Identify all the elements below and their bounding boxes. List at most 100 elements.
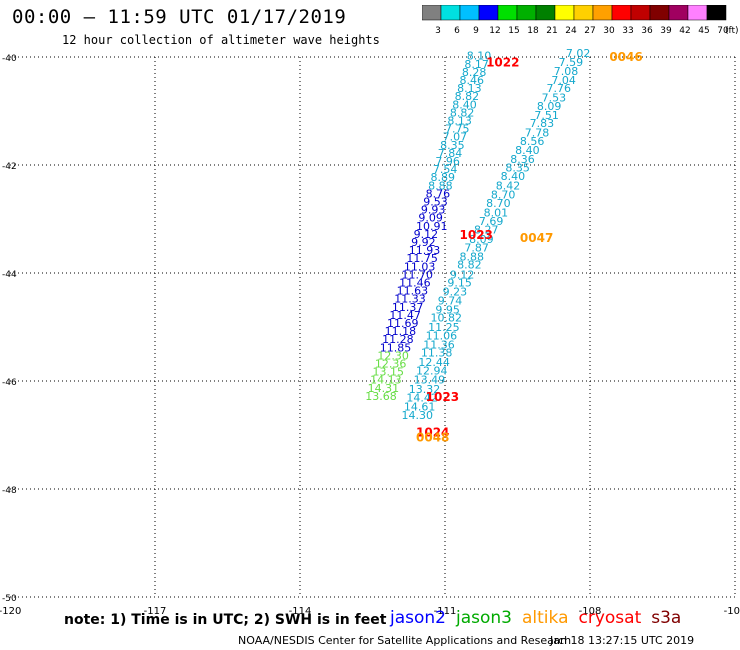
altika-wave-height: 14.61 [404, 401, 436, 414]
altika-wave-height: 7.83 [530, 117, 555, 130]
altika-wave-height: 8.40 [515, 144, 540, 157]
legend-entry-s3a: s3a [651, 608, 682, 628]
altika-wave-height: 7.53 [542, 91, 567, 104]
altika-wave-height: 11.36 [423, 339, 455, 352]
cryosat-wave-height: 11.28 [382, 333, 414, 346]
colorbar-swatch [706, 5, 727, 21]
altika-wave-height: 8.01 [484, 206, 509, 219]
generated-timestamp: Jan 18 13:27:15 UTC 2019 [550, 634, 695, 647]
colorbar-tick-label: 6 [454, 26, 460, 36]
cryosat-wave-height: 8.82 [455, 90, 480, 103]
cryosat-wave-height: 9.53 [423, 196, 448, 209]
cryosat-wave-height: 9.09 [418, 212, 443, 225]
colorbar-tick-label: 12 [489, 26, 500, 36]
cryosat-wave-height: 8.46 [460, 74, 485, 87]
longitude-tick-label: -111 [434, 606, 457, 617]
track-time-label: 1024 [416, 425, 449, 439]
cryosat-wave-height: 8.89 [431, 171, 456, 184]
cryosat-wave-height: 10.91 [416, 220, 448, 233]
colorbar-tick-label: 33 [622, 26, 633, 36]
altika-wave-height: 8.36 [510, 153, 535, 166]
longitude-tick-label: -120 [0, 606, 21, 617]
cryosat-wave-height: 14.31 [368, 382, 400, 395]
cryosat-wave-height: 8.76 [426, 187, 451, 200]
colorbar-tick-label: 45 [698, 26, 709, 36]
latitude-tick-label: -50 [2, 594, 17, 604]
track-time-label: 0048 [416, 431, 449, 445]
legend-entry-altika: altika [522, 608, 569, 628]
legend-entry-jason3: jason3 [456, 608, 512, 628]
altika-wave-height: 12.44 [418, 356, 450, 369]
track-time-label: 0046 [609, 50, 642, 64]
colorbar-tick-label: 39 [660, 26, 672, 36]
track-time-label: 1022 [486, 55, 519, 69]
cryosat-wave-height: 13.68 [365, 390, 397, 403]
colorbar-tick-label: 15 [508, 26, 519, 36]
colorbar-tick-label: 27 [584, 26, 595, 36]
altika-wave-height: 8.35 [505, 161, 529, 174]
altika-wave-height: 8.09 [469, 233, 494, 246]
cryosat-wave-height: 7.75 [445, 123, 470, 136]
longitude-tick-label: -117 [144, 606, 167, 617]
cryosat-wave-height: 8.88 [428, 179, 453, 192]
cryosat-wave-height: 11.37 [392, 301, 424, 314]
altika-wave-height: 8.40 [501, 170, 526, 183]
altika-wave-height: 11.25 [428, 321, 460, 334]
map-title: 00:00 – 11:59 UTC 01/17/2019 [12, 6, 347, 28]
cryosat-wave-height: 12.36 [375, 358, 407, 371]
longitude-tick-label: -108 [579, 606, 602, 617]
cryosat-wave-height: 7.54 [433, 163, 458, 176]
altika-wave-height: 7.87 [464, 241, 489, 254]
altika-wave-height: 13.49 [414, 374, 446, 387]
cryosat-wave-height: 8.17 [464, 58, 489, 71]
legend-entry-jason2: jason2 [390, 608, 446, 628]
credit-line: NOAA/NESDIS Center for Satellite Applica… [238, 634, 572, 647]
altika-wave-height: 7.51 [534, 109, 559, 122]
legend-entry-cryosat: cryosat [578, 608, 642, 628]
colorbar-tick-label: 21 [546, 26, 557, 36]
altika-wave-height: 13.32 [409, 383, 441, 396]
colorbar-tick-label: 18 [527, 26, 539, 36]
cryosat-wave-height: 11.69 [387, 317, 419, 330]
satellite-legend: jason2 jason3 altika cryosat s3a [390, 608, 691, 628]
colorbar-tick-label: 70 [717, 26, 729, 36]
latitude-tick-label: -42 [2, 162, 17, 172]
cryosat-wave-height: 8.13 [457, 82, 482, 95]
colorbar-unit: (ft) [725, 26, 739, 36]
cryosat-wave-height: 8.82 [450, 106, 475, 119]
latitude-tick-label: -40 [2, 54, 17, 64]
cryosat-wave-height: 8.13 [447, 115, 472, 128]
cryosat-wave-height: 9.92 [411, 236, 436, 249]
altika-wave-height: 11.38 [421, 347, 453, 360]
cryosat-wave-height: 8.10 [467, 50, 492, 63]
altika-wave-height: 9.23 [443, 286, 468, 299]
altika-wave-height: 8.09 [537, 100, 562, 113]
altika-wave-height: 8.70 [486, 197, 511, 210]
cryosat-wave-height: 11.70 [402, 268, 434, 281]
cryosat-wave-height: 11.47 [389, 309, 421, 322]
footnote: note: 1) Time is in UTC; 2) SWH is in fe… [64, 612, 387, 628]
longitude-tick-label: -114 [289, 606, 312, 617]
longitude-tick-label: -105 [724, 606, 740, 617]
cryosat-wave-height: 11.85 [380, 341, 412, 354]
cryosat-wave-height: 9.93 [421, 204, 446, 217]
altika-wave-height: 7.08 [554, 65, 579, 78]
colorbar-tick-label: 3 [435, 26, 441, 36]
cryosat-wave-height: 11.63 [397, 285, 429, 298]
altika-wave-height: 12.94 [416, 365, 448, 378]
cryosat-wave-height: 12.30 [377, 349, 409, 362]
altika-wave-height: 10.82 [431, 312, 463, 325]
latitude-tick-label: -46 [2, 378, 17, 388]
altika-wave-height: 14.30 [402, 409, 434, 422]
cryosat-wave-height: 14.13 [370, 374, 402, 387]
altika-wave-height: 8.88 [460, 251, 485, 264]
altika-wave-height: 9.15 [447, 277, 472, 290]
wave-height-colorbar: 3 6 9 12 15 18 21 24 27 30 33 36 39 42 45 70(ft) [422, 5, 739, 36]
altika-wave-height: 8.27 [474, 224, 499, 237]
cryosat-wave-height: 8.40 [452, 98, 477, 111]
cryosat-wave-height: 11.18 [385, 325, 417, 338]
altika-wave-height: 9.95 [435, 304, 460, 317]
altika-wave-height: 7.78 [525, 126, 550, 139]
colorbar-tick-label: 9 [473, 26, 479, 36]
